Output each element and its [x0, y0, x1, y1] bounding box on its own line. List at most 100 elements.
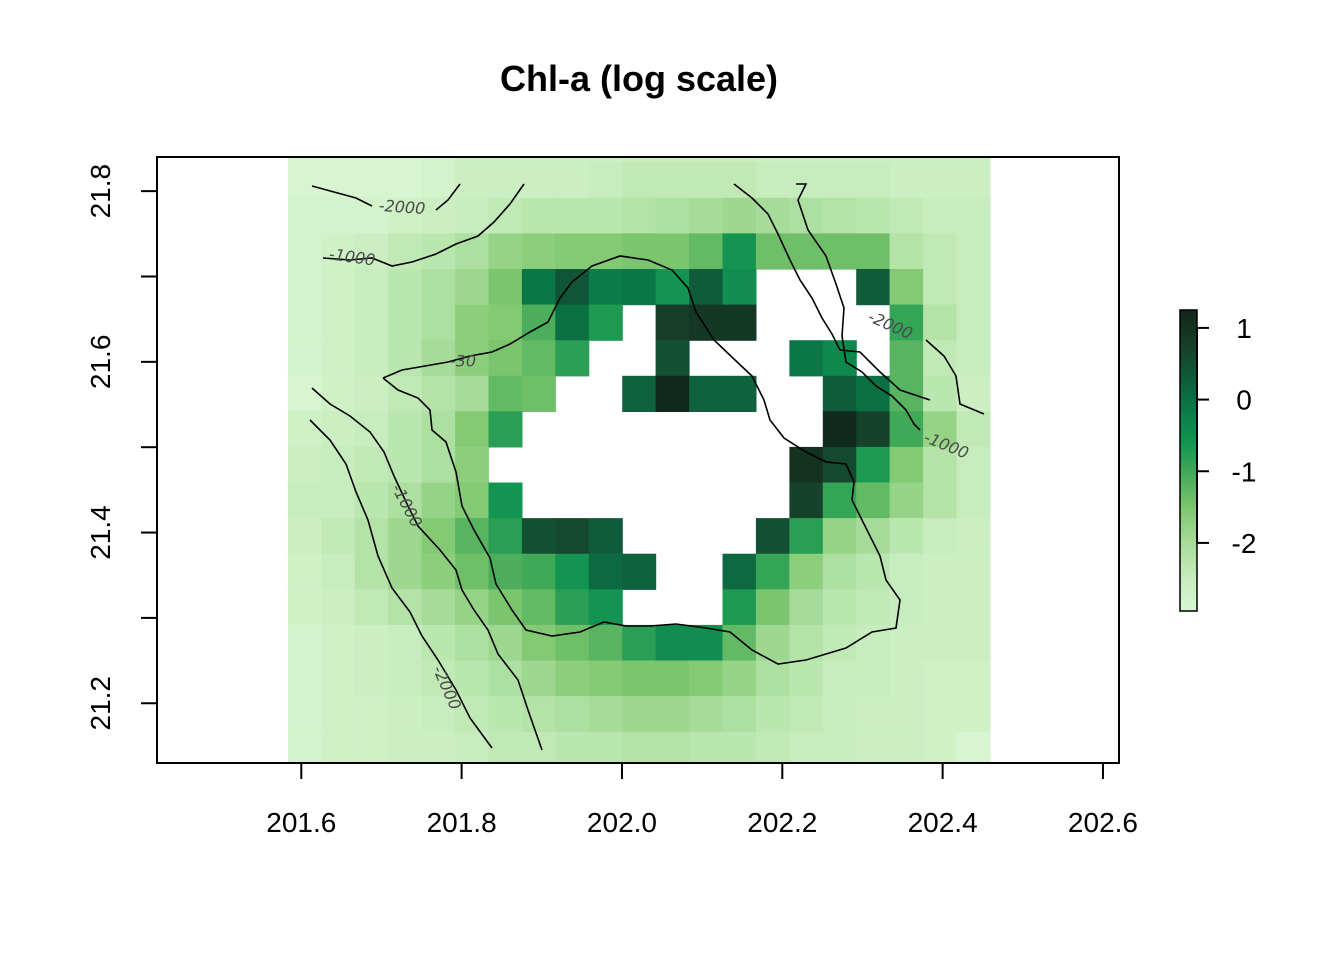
- heatmap-cell: [321, 233, 356, 270]
- heatmap-cell: [956, 162, 991, 199]
- heatmap-cell: [923, 518, 958, 555]
- heatmap-cell: [923, 446, 958, 484]
- heatmap-cell: [321, 696, 356, 733]
- heatmap-cell: [588, 233, 623, 270]
- heatmap-cell: [689, 660, 724, 697]
- heatmap-cell: [889, 696, 924, 733]
- heatmap-cell: [354, 589, 389, 626]
- heatmap-cell: [622, 660, 657, 697]
- heatmap-cell: [622, 197, 657, 234]
- heatmap-cell: [588, 660, 623, 697]
- heatmap-cell: [822, 660, 857, 697]
- heatmap-cell: [521, 197, 556, 234]
- heatmap-cell: [388, 446, 423, 484]
- heatmap-cell: [789, 162, 824, 199]
- heatmap-cell: [655, 624, 690, 662]
- heatmap-cell: [521, 696, 556, 733]
- heatmap-cell: [455, 660, 490, 697]
- heatmap-cell: [889, 731, 924, 763]
- contour-line: [382, 255, 901, 665]
- heatmap-cell: [455, 518, 490, 555]
- heatmap-cell: [287, 411, 322, 448]
- heatmap-cell: [789, 157, 824, 163]
- heatmap-cell: [588, 696, 623, 733]
- heatmap-cell: [588, 624, 623, 662]
- heatmap-cell: [622, 696, 657, 733]
- heatmap-cell: [889, 197, 924, 234]
- heatmap-cell: [588, 304, 623, 341]
- x-tick-label: 201.8: [427, 807, 497, 838]
- heatmap-cell: [588, 162, 623, 199]
- y-axis: 21.2 21.4 21.6 21.8: [85, 164, 158, 731]
- heatmap-cell: [488, 589, 523, 626]
- heatmap-cell: [388, 553, 423, 590]
- heatmap-cell: [956, 375, 991, 412]
- x-tick-label: 201.6: [266, 807, 336, 838]
- x-tick-label: 202.4: [908, 807, 978, 838]
- heatmap-cell: [555, 589, 590, 626]
- heatmap-cell: [856, 269, 891, 306]
- heatmap-cell: [488, 518, 523, 555]
- heatmap-cell: [555, 233, 590, 270]
- heatmap-cell: [521, 233, 556, 270]
- heatmap-cell: [555, 553, 590, 590]
- heatmap-cell: [555, 304, 590, 341]
- heatmap-cell: [321, 157, 356, 163]
- heatmap-cell: [555, 197, 590, 234]
- heatmap-cell: [555, 731, 590, 763]
- heatmap-cell: [287, 589, 322, 626]
- heatmap-cell: [521, 731, 556, 763]
- heatmap-cell: [722, 233, 757, 270]
- heatmap-cell: [555, 660, 590, 697]
- heatmap-cell: [421, 304, 456, 341]
- heatmap-cell: [388, 162, 423, 199]
- heatmap-cell: [822, 157, 857, 163]
- heatmap-cell: [789, 731, 824, 763]
- heatmap-cell: [488, 482, 523, 519]
- heatmap-cell: [822, 482, 857, 519]
- heatmap-cell: [956, 624, 991, 662]
- heatmap-cell: [555, 340, 590, 377]
- heatmap-cell: [588, 157, 623, 163]
- heatmap-cell: [321, 589, 356, 626]
- heatmap-cell: [488, 304, 523, 341]
- heatmap-cell: [923, 157, 958, 163]
- heatmap-cell: [789, 482, 824, 519]
- heatmap-cell: [856, 411, 891, 448]
- heatmap-cell: [956, 446, 991, 484]
- heatmap-cell: [555, 162, 590, 199]
- heatmap-cell: [421, 157, 456, 163]
- colorbar-tick-label: 0: [1236, 385, 1252, 416]
- heatmap-cell: [521, 660, 556, 697]
- heatmap-cell: [421, 162, 456, 199]
- heatmap-cell: [755, 233, 790, 270]
- heatmap-cell: [421, 446, 456, 484]
- heatmap-cell: [287, 553, 322, 590]
- heatmap-cell: [722, 660, 757, 697]
- heatmap-cell: [321, 518, 356, 555]
- contour-line: [796, 183, 921, 431]
- heatmap-cell: [956, 518, 991, 555]
- heatmap-cell: [822, 518, 857, 555]
- heatmap-cell: [655, 197, 690, 234]
- heatmap-cell: [287, 157, 322, 163]
- heatmap-cell: [287, 375, 322, 412]
- heatmap-cell: [889, 624, 924, 662]
- colorbar-legend: 1 0 -1 -2: [1179, 309, 1256, 612]
- heatmap-cell: [521, 304, 556, 341]
- heatmap-cell: [655, 660, 690, 697]
- contour-label: -2000: [378, 196, 426, 218]
- heatmap-cell: [354, 553, 389, 590]
- heatmap-cell: [321, 269, 356, 306]
- heatmap-cell: [655, 162, 690, 199]
- y-tick-label: 21.8: [85, 164, 116, 219]
- heatmap-cell: [856, 731, 891, 763]
- heatmap-cell: [321, 411, 356, 448]
- heatmap-cell: [287, 162, 322, 199]
- heatmap-cell: [789, 624, 824, 662]
- heatmap-cell: [321, 482, 356, 519]
- heatmap-cell: [722, 157, 757, 163]
- heatmap-cell: [488, 375, 523, 412]
- heatmap-cell: [455, 157, 490, 163]
